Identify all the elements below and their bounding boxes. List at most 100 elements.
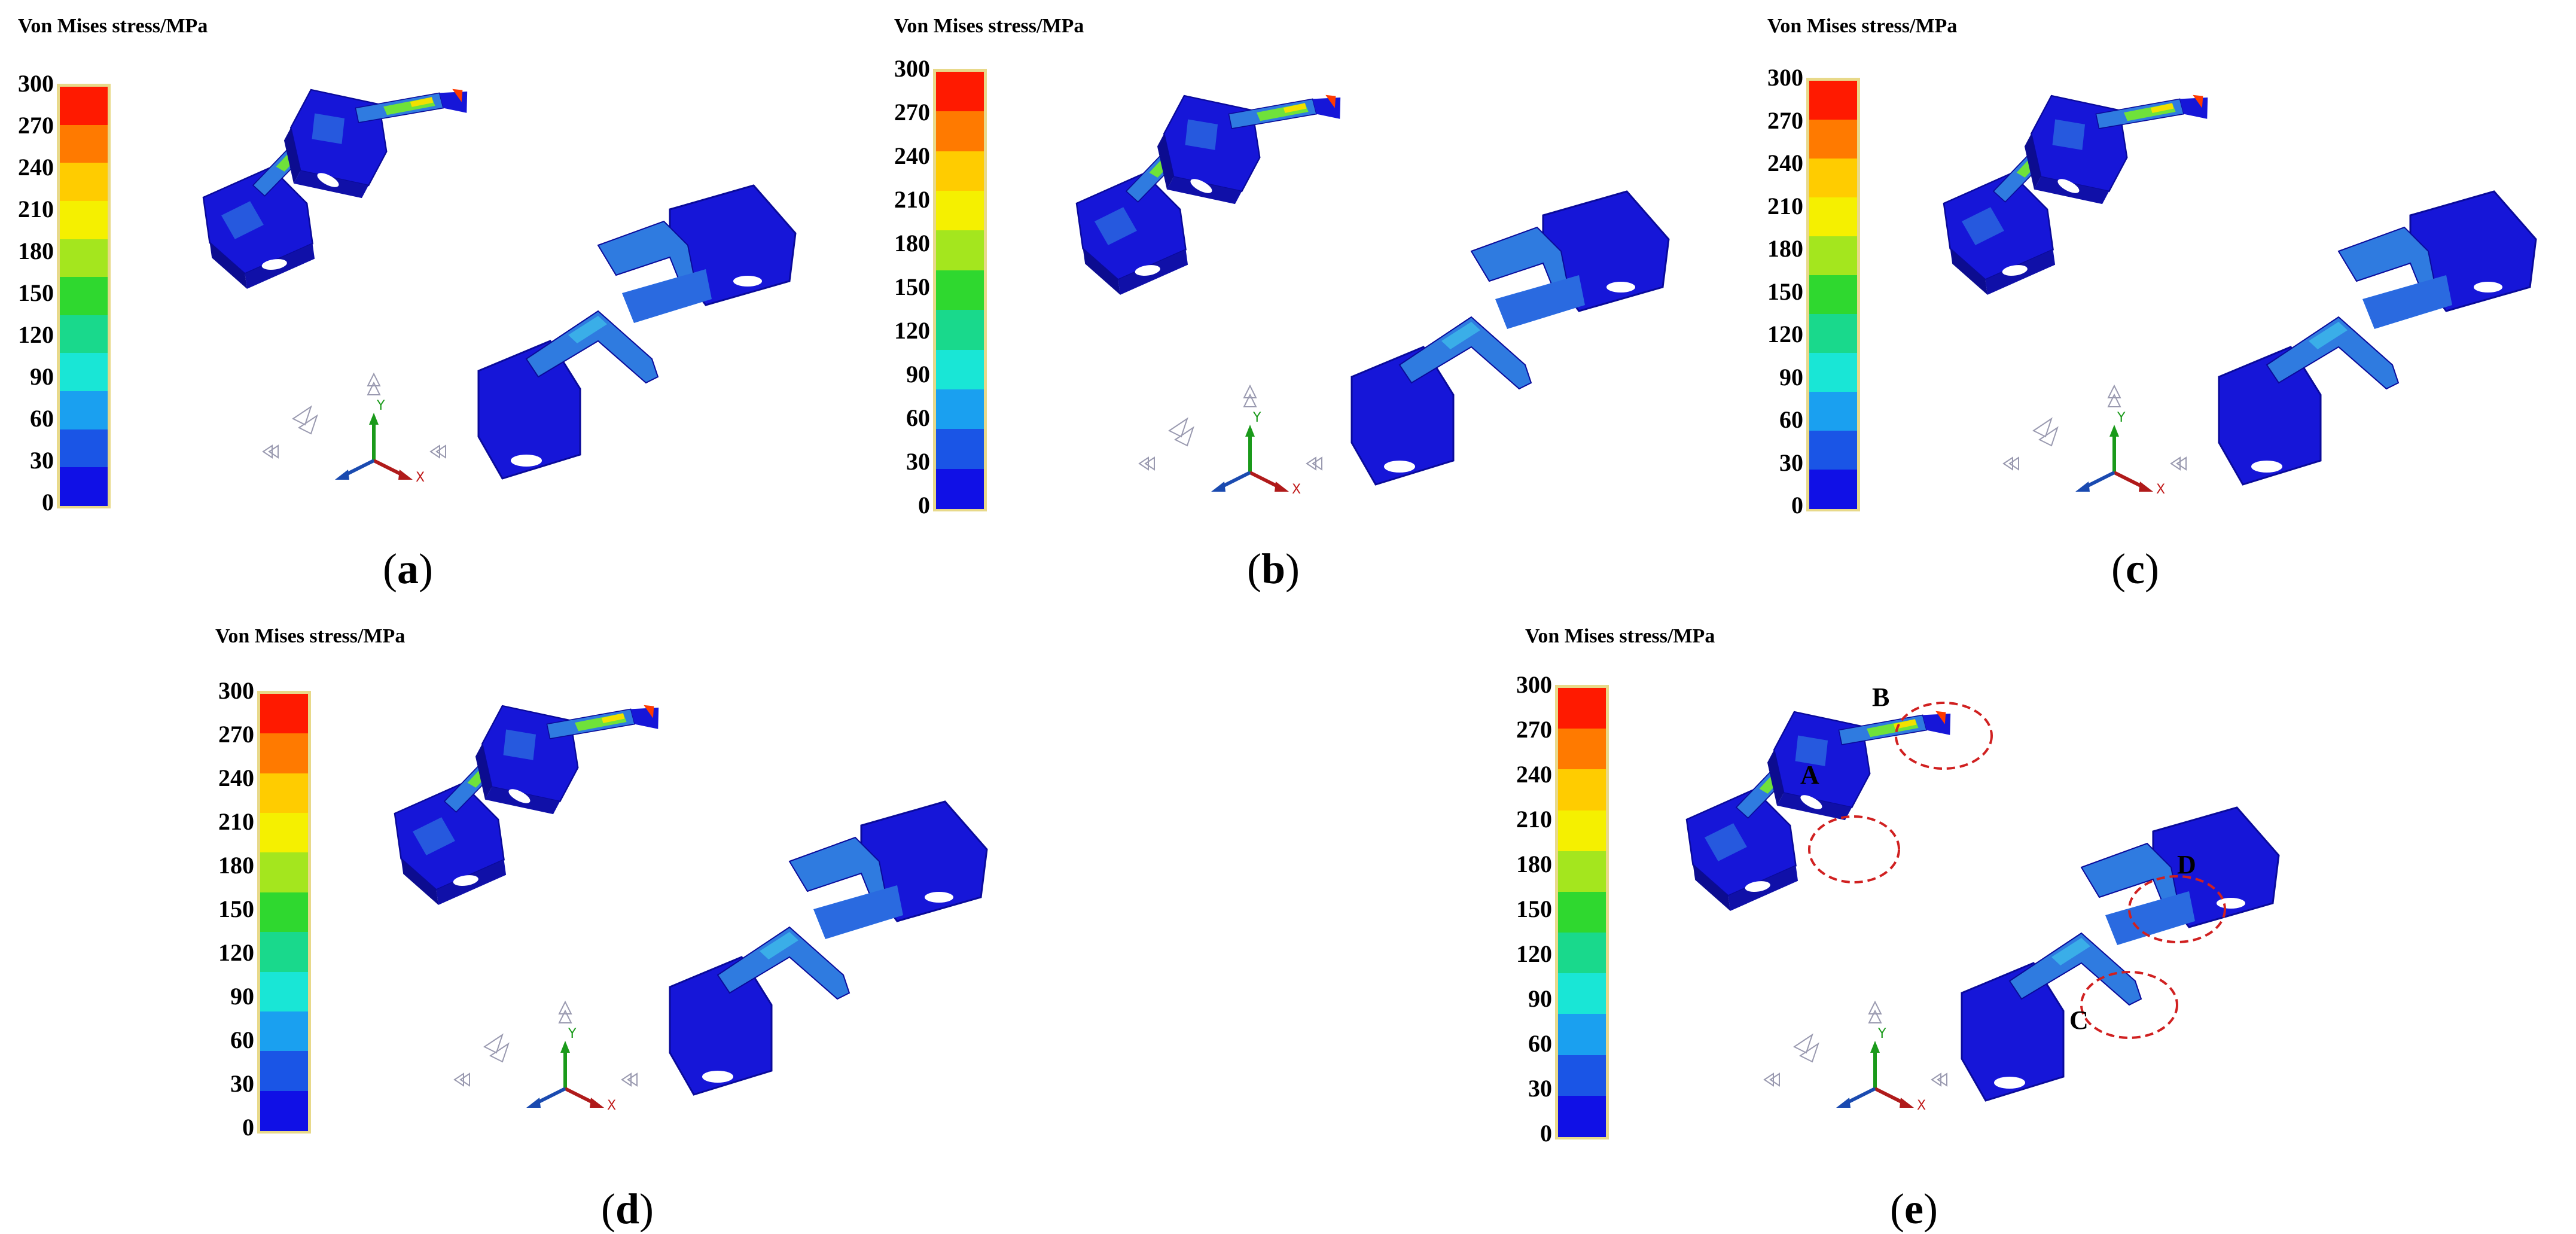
- colorbar-segment: [260, 733, 308, 774]
- colorbar-segment: [60, 315, 108, 354]
- part-right: [2337, 190, 2537, 329]
- part-top: [1767, 711, 1951, 821]
- colorbar-segment: [936, 151, 984, 192]
- axis-x-label: X: [1917, 1098, 1926, 1113]
- axis-y-label: Y: [568, 1026, 577, 1041]
- colorbar-segment: [1809, 314, 1857, 354]
- colorbar-tick-label: 0: [1540, 1120, 1552, 1147]
- colorbar-tick-label: 210: [1516, 806, 1552, 833]
- fea-model: YX: [1685, 702, 2280, 1113]
- colorbar-tick-label: 240: [1516, 761, 1552, 788]
- axis-triad: YX: [1138, 384, 1322, 497]
- axis-x-label: X: [416, 470, 425, 485]
- colorbar-tick-label: 300: [218, 677, 254, 704]
- colorbar-segment: [260, 813, 308, 854]
- colorbar-tick-label: 150: [894, 273, 930, 300]
- colorbar-segment: [936, 230, 984, 271]
- colorbar-tick-label: 150: [1516, 895, 1552, 922]
- colorbar-segment: [1558, 1095, 1606, 1137]
- colorbar-segment: [60, 277, 108, 316]
- colorbar-segment: [1809, 470, 1857, 509]
- colorbar-tick-label: 240: [218, 764, 254, 791]
- panel-caption-letter: a: [397, 545, 419, 593]
- colorbar-tick-label: 180: [1767, 235, 1803, 262]
- colorbar-segment: [1558, 810, 1606, 852]
- colorbar-tick-label: 180: [894, 230, 930, 257]
- colorbar-segment: [1558, 1014, 1606, 1056]
- part-top: [1157, 95, 1341, 205]
- colorbar-segment: [1809, 81, 1857, 120]
- colorbar-segment: [260, 694, 308, 735]
- colorbar-tick-label: 300: [18, 70, 54, 97]
- part-top: [2024, 95, 2208, 205]
- colorbar-tick-label: 240: [1767, 150, 1803, 176]
- colorbar-tick-label: 0: [918, 492, 930, 519]
- colorbar-segment: [260, 1051, 308, 1092]
- colorbar-tick-label: 300: [1767, 64, 1803, 91]
- colorbar-segment: [1558, 933, 1606, 974]
- colorbar-segment: [60, 124, 108, 164]
- colorbar-segment: [936, 349, 984, 390]
- colorbar-title: Von Mises stress/MPa: [18, 15, 208, 37]
- part-hook-lower: [2218, 316, 2400, 486]
- axis-y-label: Y: [1877, 1026, 1886, 1041]
- colorbar-tick-label: 30: [30, 447, 54, 474]
- part-top: [283, 89, 468, 199]
- axis-triad: YX: [262, 372, 446, 485]
- colorbar-tick-label: 210: [1767, 192, 1803, 220]
- panel-caption: (a): [383, 545, 433, 593]
- colorbar-segment: [936, 468, 984, 509]
- colorbar-segment: [260, 971, 308, 1012]
- colorbar-segment: [60, 239, 108, 278]
- panel-e: Von Mises stress/MPa 300 270 240 210 180 150 12…: [1286, 616, 2280, 1233]
- colorbar-segment: [60, 87, 108, 126]
- colorbar-tick-label: 210: [218, 808, 254, 835]
- colorbar-title: Von Mises stress/MPa: [894, 15, 1084, 37]
- colorbar-tick-label: 90: [1528, 985, 1552, 1012]
- colorbar-tick-label: 60: [230, 1026, 254, 1053]
- colorbar-tick-label: 240: [18, 154, 54, 181]
- colorbar-segment: [936, 191, 984, 231]
- colorbar-tick-label: 30: [1779, 449, 1803, 476]
- panel-caption-letter: d: [615, 1185, 640, 1233]
- colorbar: [257, 691, 311, 1134]
- colorbar-segment: [1558, 1055, 1606, 1096]
- colorbar-segment: [260, 1011, 308, 1052]
- colorbar-segment: [1558, 729, 1606, 770]
- colorbar-tick-label: 60: [30, 405, 54, 432]
- colorbar-segment: [60, 200, 108, 240]
- colorbar-tick-label: 270: [18, 112, 54, 139]
- colorbar-tick-label: 0: [1791, 492, 1803, 519]
- axis-triad: YX: [1763, 1000, 1947, 1113]
- part-right: [788, 800, 988, 939]
- colorbar-tick-label: 270: [894, 99, 930, 126]
- colorbar-segment: [260, 932, 308, 973]
- colorbar-segment: [1558, 688, 1606, 730]
- colorbar-tick-label: 120: [1767, 321, 1803, 348]
- colorbar-segment: [1809, 197, 1857, 237]
- colorbar-tick-label: 180: [18, 237, 54, 264]
- axis-y-label: Y: [1252, 410, 1261, 425]
- colorbar-tick-label: 270: [1767, 106, 1803, 134]
- colorbar-segment: [260, 852, 308, 893]
- axis-triad: YX: [2002, 384, 2187, 497]
- colorbar-tick-label: 150: [218, 895, 254, 922]
- colorbar: [57, 84, 111, 508]
- colorbar-tick-label: 270: [218, 721, 254, 748]
- colorbar-tick-label: 60: [1779, 406, 1803, 433]
- colorbar-segment: [1809, 353, 1857, 392]
- colorbar-tick-label: 90: [1779, 363, 1803, 391]
- colorbar-tick-label: 90: [30, 363, 54, 390]
- colorbar-tick-label: 30: [230, 1070, 254, 1097]
- axis-y-label: Y: [376, 398, 385, 413]
- colorbar-tick-label: 90: [230, 983, 254, 1010]
- colorbar-title: Von Mises stress/MPa: [1525, 625, 1715, 647]
- colorbar-tick-label: 180: [218, 852, 254, 879]
- part-right: [2080, 806, 2280, 945]
- fea-model: YX: [1075, 95, 1670, 497]
- colorbar-tick-label: 300: [894, 55, 930, 82]
- colorbar-segment: [1558, 973, 1606, 1015]
- colorbar: [1555, 685, 1609, 1139]
- colorbar-segment: [936, 429, 984, 470]
- colorbar-segment: [1809, 431, 1857, 470]
